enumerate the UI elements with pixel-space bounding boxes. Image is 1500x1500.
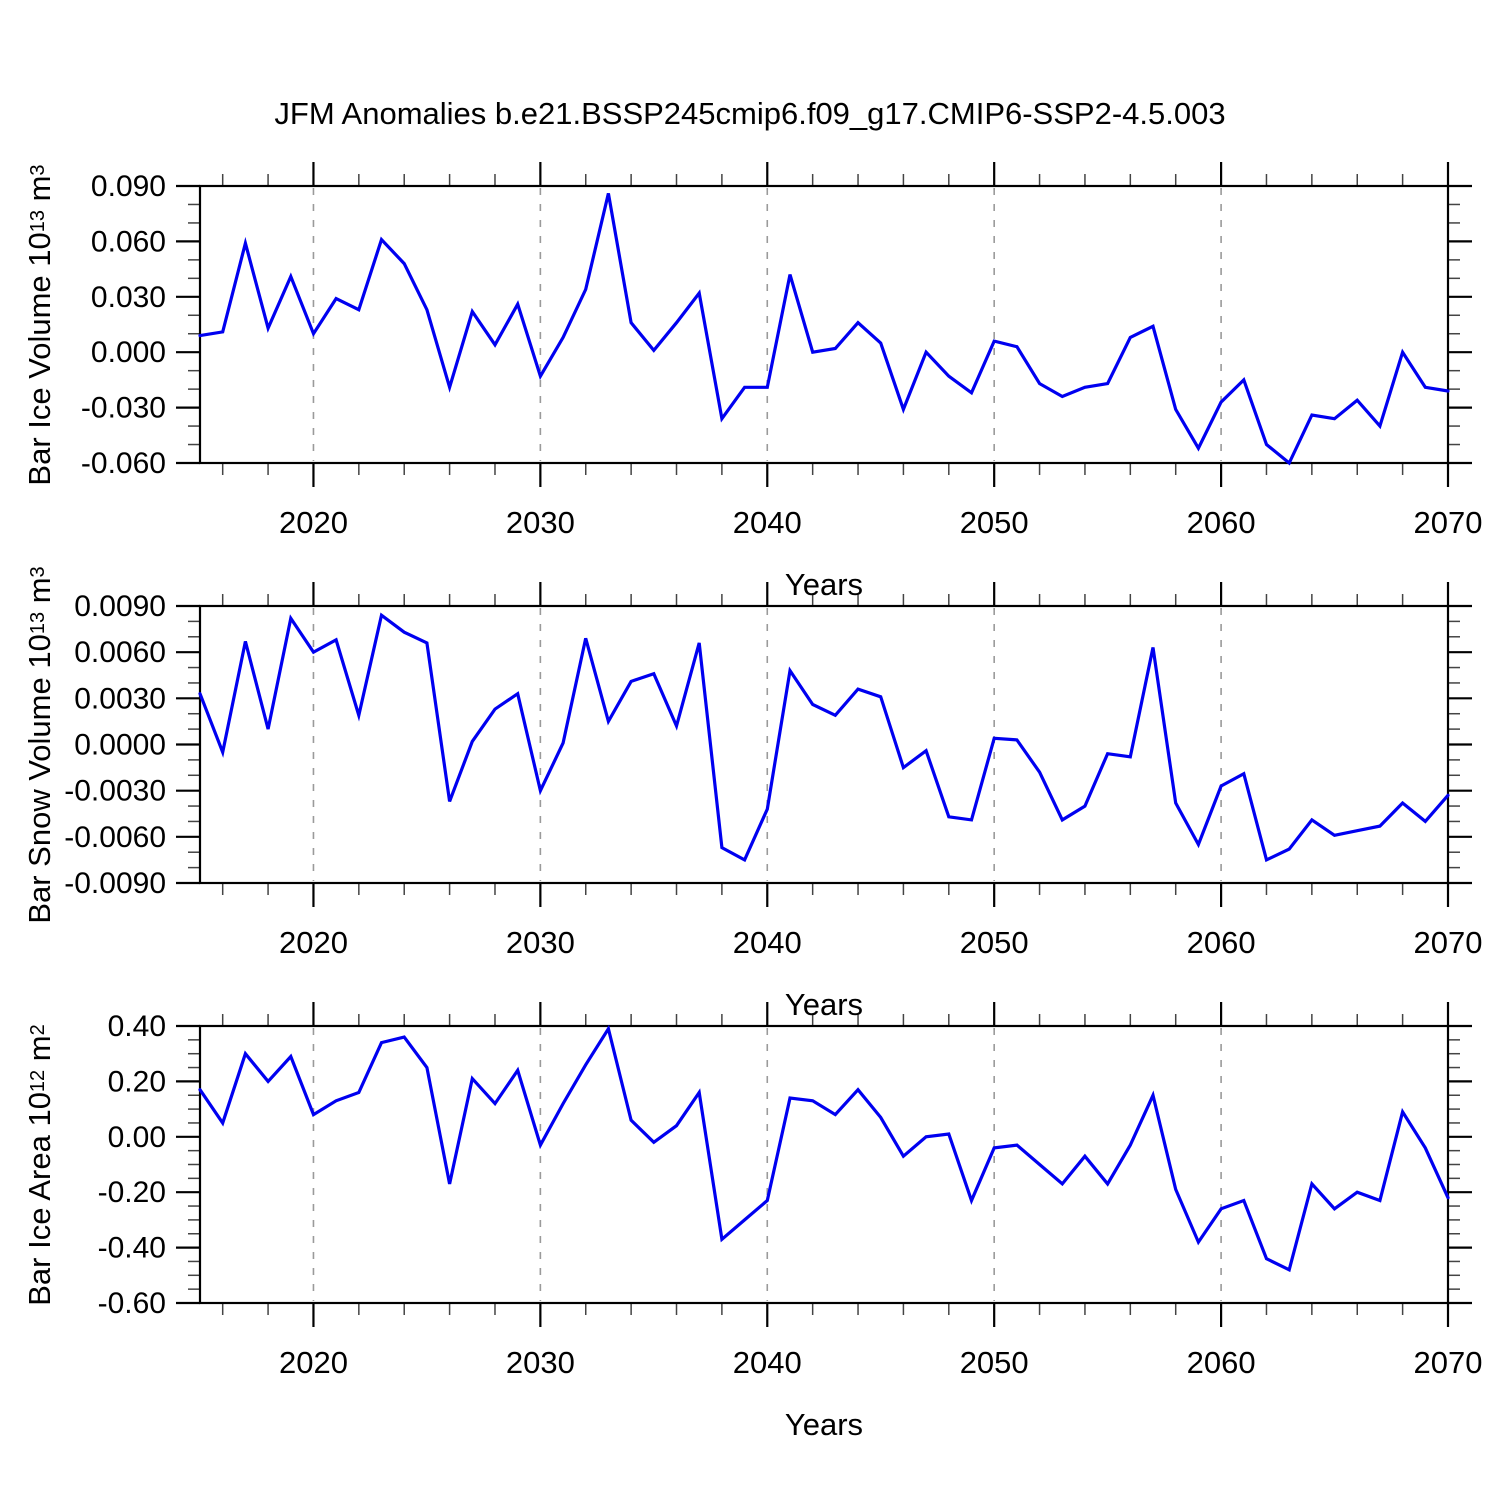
x-tick-label: 2050 [960, 1345, 1029, 1380]
y-axis-title-exponent: 3 [27, 565, 49, 577]
y-tick-label: 0.20 [108, 1065, 166, 1098]
y-tick-label: -0.060 [81, 447, 166, 480]
y-axis-title-exponent: 13 [27, 611, 49, 634]
y-tick-label: -0.40 [98, 1232, 166, 1265]
figure-title: JFM Anomalies b.e21.BSSP245cmip6.f09_g17… [274, 96, 1226, 131]
panel-frame [198, 184, 1450, 465]
x-tick-label: 2060 [1187, 925, 1256, 960]
y-tick-label: 0.0030 [74, 682, 166, 715]
x-tick-label: 2050 [960, 505, 1029, 540]
panel-frame [198, 1024, 1450, 1305]
y-axis-title-text: m [22, 175, 57, 210]
x-tick-label: 2070 [1414, 925, 1483, 960]
x-tick-label: 2040 [733, 1345, 802, 1380]
y-tick-label: 0.000 [91, 336, 166, 369]
y-tick-label: 0.40 [108, 1010, 166, 1043]
y-tick-label: 0.0060 [74, 636, 166, 669]
panel-frame [198, 604, 1450, 885]
x-axis-title-panel-2: Years [784, 987, 864, 1022]
y-tick-label: 0.090 [91, 170, 166, 203]
y-axis-title-text: Bar Snow Volume 10 [22, 633, 57, 924]
x-tick-label: 2070 [1414, 505, 1483, 540]
x-tick-label: 2070 [1414, 1345, 1483, 1380]
y-tick-label: -0.0060 [64, 821, 166, 854]
y-axis-title-exponent: 3 [27, 163, 49, 176]
y-tick-label: 0.00 [108, 1121, 166, 1154]
x-tick-label: 2030 [506, 925, 575, 960]
x-tick-label: 2030 [506, 505, 575, 540]
y-axis-title-ice-area: Bar Ice Area 1012 m2 [16, 915, 60, 1415]
y-axis-title-text: m [22, 1034, 57, 1070]
x-tick-label: 2060 [1187, 1345, 1256, 1380]
y-tick-label: 0.060 [91, 225, 166, 258]
x-tick-label: 2040 [733, 505, 802, 540]
y-axis-title-text: m [22, 576, 57, 612]
y-tick-label: -0.0030 [64, 775, 166, 808]
y-tick-label: 0.030 [91, 281, 166, 314]
y-axis-title-exponent: 13 [27, 209, 49, 232]
y-tick-label: -0.030 [81, 392, 166, 425]
y-axis-title-exponent: 12 [27, 1069, 49, 1092]
y-tick-label: -0.60 [98, 1287, 166, 1320]
y-tick-label: -0.20 [98, 1176, 166, 1209]
x-tick-label: 2060 [1187, 505, 1256, 540]
y-tick-label: -0.0090 [64, 867, 166, 900]
y-axis-title-text: Bar Ice Volume 10 [22, 231, 57, 486]
x-tick-label: 2020 [279, 925, 348, 960]
x-tick-label: 2030 [506, 1345, 575, 1380]
y-tick-label: 0.0000 [74, 729, 166, 762]
data-line-series [198, 193, 1450, 466]
x-tick-label: 2020 [279, 1345, 348, 1380]
y-axis-title-exponent: 2 [27, 1023, 49, 1035]
data-line-series [198, 1024, 1450, 1273]
y-tick-label: 0.0090 [74, 590, 166, 623]
x-tick-label: 2040 [733, 925, 802, 960]
y-axis-title-text: Bar Ice Area 10 [22, 1091, 57, 1306]
data-line-series [198, 612, 1450, 863]
x-axis-title-panel-1: Years [784, 567, 864, 602]
x-tick-label: 2020 [279, 505, 348, 540]
x-tick-label: 2050 [960, 925, 1029, 960]
x-axis-title-panel-3: Years [784, 1407, 864, 1442]
